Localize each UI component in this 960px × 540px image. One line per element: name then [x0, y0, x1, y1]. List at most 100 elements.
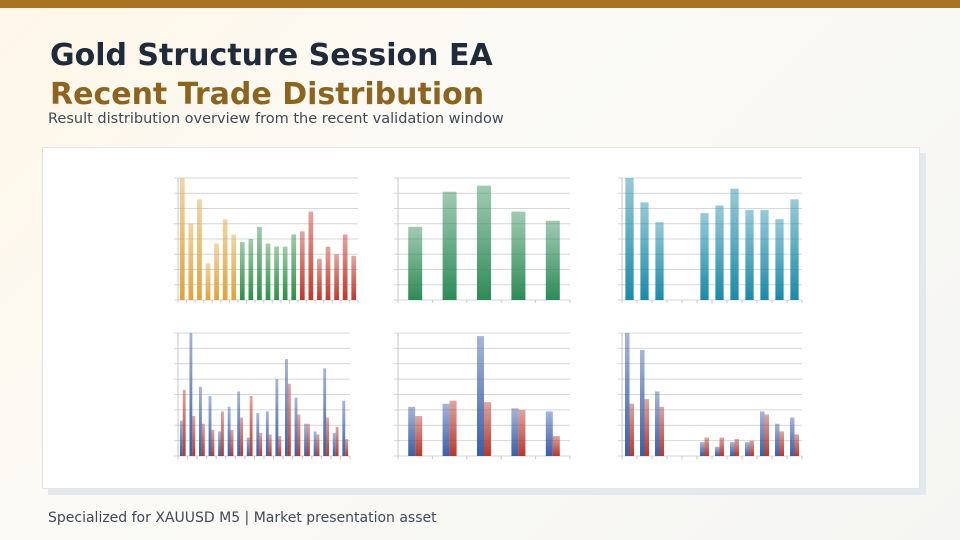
- bar: [659, 406, 664, 456]
- bar: [640, 202, 649, 300]
- bar: [285, 359, 288, 456]
- bar: [323, 368, 327, 456]
- bar: [345, 439, 349, 456]
- top-bar: [0, 0, 960, 8]
- bar: [700, 442, 705, 456]
- subtitle: Recent Trade Distribution: [50, 77, 485, 112]
- bar: [335, 426, 339, 456]
- bar: [227, 406, 231, 456]
- bar: [274, 246, 279, 300]
- bar: [477, 185, 491, 300]
- bar: [208, 396, 212, 456]
- bar: [307, 423, 310, 456]
- bar: [282, 246, 288, 300]
- bar: [239, 242, 245, 300]
- bar: [640, 349, 645, 456]
- bar: [775, 219, 784, 300]
- bar: [237, 391, 241, 456]
- bar: [201, 423, 205, 456]
- bar: [442, 403, 450, 456]
- bar: [248, 239, 254, 300]
- bar: [316, 434, 320, 456]
- bar: [299, 231, 305, 300]
- bar: [730, 188, 739, 300]
- description: Result distribution overview from the re…: [48, 111, 504, 127]
- bar: [625, 178, 634, 300]
- bar: [218, 431, 221, 456]
- bar: [790, 417, 795, 456]
- bar: [231, 234, 237, 300]
- bar: [511, 408, 519, 456]
- bar: [199, 386, 202, 456]
- bar: [408, 226, 423, 300]
- bar: [275, 379, 279, 456]
- bar: [189, 333, 193, 456]
- bar: [790, 199, 799, 300]
- bar: [745, 442, 750, 456]
- bar: [477, 336, 484, 456]
- title: Gold Structure Session EA: [50, 38, 493, 73]
- bar: [760, 210, 769, 300]
- bar: [317, 258, 322, 300]
- bar: [415, 416, 423, 456]
- bar: [304, 423, 307, 456]
- bar: [188, 223, 194, 300]
- bar: [182, 389, 186, 456]
- bar: [179, 420, 183, 456]
- bar: [259, 432, 263, 456]
- bar: [205, 263, 211, 300]
- bar: [265, 243, 271, 300]
- bar: [655, 391, 660, 456]
- bar: [287, 383, 291, 456]
- bar: [730, 442, 735, 456]
- bar: [715, 205, 724, 300]
- bar: [552, 436, 560, 456]
- footer: Specialized for XAUUSD M5 | Market prese…: [48, 510, 437, 526]
- bar: [214, 243, 219, 300]
- bar: [511, 211, 526, 300]
- bar: [545, 411, 553, 456]
- bar: [518, 409, 526, 456]
- bar: [408, 406, 416, 456]
- bar: [297, 414, 301, 456]
- bar: [197, 199, 202, 300]
- bar: [545, 220, 560, 300]
- bar: [760, 411, 765, 456]
- bar: [179, 178, 185, 300]
- bar: [719, 437, 724, 456]
- bar: [734, 439, 739, 456]
- bar: [249, 396, 253, 456]
- bar: [265, 411, 269, 456]
- bar: [291, 234, 297, 300]
- bar: [294, 397, 298, 456]
- bar: [325, 246, 331, 300]
- bar: [240, 417, 243, 456]
- bar: [221, 411, 224, 456]
- bar: [764, 414, 769, 456]
- bar: [749, 440, 754, 456]
- bar: [332, 432, 336, 456]
- bar: [484, 402, 491, 456]
- bar: [257, 226, 262, 300]
- bar: [326, 417, 329, 456]
- bar: [442, 191, 457, 300]
- bar: [334, 254, 339, 300]
- bar: [715, 446, 720, 456]
- bar: [192, 416, 196, 456]
- bar: [342, 400, 346, 456]
- bar: [222, 219, 228, 300]
- bar: [278, 436, 282, 456]
- bar: [308, 211, 314, 300]
- bar: [625, 333, 630, 456]
- bar: [704, 437, 709, 456]
- bar: [211, 429, 215, 456]
- bar: [655, 222, 664, 300]
- bar: [745, 210, 754, 300]
- bar: [644, 399, 649, 456]
- bar: [313, 431, 317, 456]
- bar: [779, 431, 784, 456]
- bar: [256, 412, 260, 456]
- bar: [700, 213, 709, 300]
